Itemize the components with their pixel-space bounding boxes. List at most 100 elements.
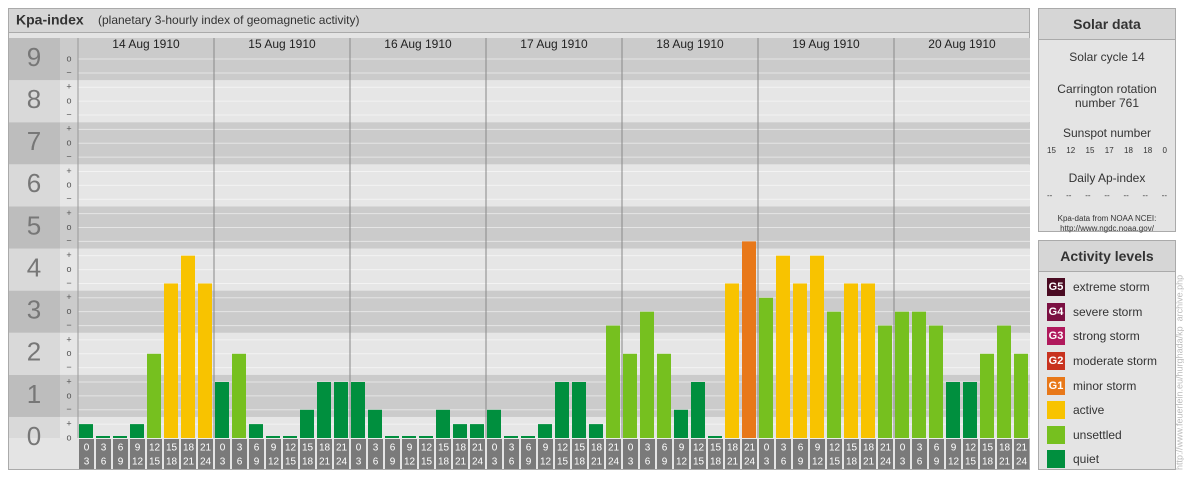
x-tick-label: 21: [319, 457, 331, 468]
x-tick-box: [742, 439, 757, 469]
bar: [300, 409, 314, 438]
x-tick-label: 12: [268, 457, 280, 468]
y-tick-label: o: [66, 180, 71, 190]
x-tick-label: 18: [982, 457, 994, 468]
bar: [470, 424, 484, 438]
sunspot-label: Sunspot number: [1062, 126, 1152, 140]
x-tick-label: 9: [798, 457, 804, 468]
chart-title: Kpa-index: [16, 12, 84, 28]
x-tick-label: 6: [118, 443, 124, 454]
bar: [232, 353, 246, 438]
x-tick-label: 12: [693, 443, 705, 454]
activity-title: Activity levels: [1039, 241, 1175, 272]
x-tick-label: 3: [356, 457, 362, 468]
x-tick-box: [776, 439, 791, 469]
sunspot: 12: [1066, 146, 1076, 155]
y-level-label: 2: [27, 337, 41, 367]
bar: [742, 241, 756, 438]
ap-value: --: [1066, 191, 1072, 200]
x-tick-box: [691, 439, 706, 469]
x-tick-label: 15: [166, 443, 178, 454]
x-tick-label: 21: [591, 457, 603, 468]
level-label-band: [9, 164, 60, 207]
x-tick-label: 24: [744, 457, 756, 468]
x-tick-box: [810, 439, 825, 469]
carrington-value: 761: [1119, 96, 1140, 110]
x-tick-label: 15: [693, 457, 705, 468]
legend-label: moderate storm: [1073, 354, 1158, 369]
x-tick-label: 12: [421, 443, 433, 454]
sunspot: 18: [1124, 146, 1133, 155]
level-label-band: [9, 290, 60, 333]
x-tick-box: [759, 439, 774, 469]
x-tick-label: 15: [421, 457, 433, 468]
x-tick-box: [79, 439, 94, 469]
ap-values: -- -- -- -- -- -- --: [1039, 191, 1175, 200]
x-tick-box: [504, 439, 519, 469]
bar: [589, 424, 603, 438]
x-tick-box: [283, 439, 298, 469]
legend-swatch: G1: [1047, 376, 1065, 395]
x-tick-label: 6: [526, 443, 532, 454]
x-tick-box: [470, 439, 485, 469]
source-url: http://www.ngdc.noaa.gov/: [1060, 224, 1154, 233]
x-tick-box: [317, 439, 332, 469]
x-tick-box: [793, 439, 808, 469]
y-tick-label: −: [66, 404, 71, 414]
source: Kpa-data from NOAA NCEI: http://www.ngdc.…: [1039, 214, 1175, 234]
plot: 0123456789o+−o+−o+−o+−o+−o+−o+−o+−o+−o14…: [9, 37, 1030, 469]
y-tick-label: −: [66, 236, 71, 246]
x-tick-box: [164, 439, 179, 469]
bar: [640, 311, 654, 438]
bar: [980, 353, 994, 438]
x-tick-label: 6: [645, 457, 651, 468]
x-tick-label: 21: [727, 457, 739, 468]
x-tick-box: [249, 439, 264, 469]
x-tick-box: [708, 439, 723, 469]
bar: [538, 424, 552, 438]
bar: [997, 325, 1011, 438]
x-tick-label: 24: [608, 457, 620, 468]
x-tick-label: 21: [744, 443, 756, 454]
x-tick-label: 18: [183, 443, 195, 454]
x-tick-label: 21: [455, 457, 467, 468]
bar: [1014, 353, 1028, 438]
y-tick-label: +: [66, 166, 71, 176]
bar: [963, 382, 977, 438]
x-tick-label: 15: [302, 443, 314, 454]
legend-swatch: G4: [1047, 302, 1065, 321]
sunspot: 18: [1143, 146, 1153, 155]
legend-label: unsettled: [1073, 427, 1122, 442]
legend-label: extreme storm: [1073, 280, 1150, 295]
x-tick-box: [895, 439, 910, 469]
x-tick-label: 6: [798, 443, 804, 454]
bar: [385, 436, 399, 438]
bar: [113, 436, 127, 438]
sunspot: 17: [1104, 146, 1114, 155]
y-level-label: 9: [27, 42, 41, 72]
bar: [572, 382, 586, 438]
bar: [606, 325, 620, 438]
x-tick-box: [147, 439, 162, 469]
x-tick-label: 15: [574, 443, 586, 454]
x-tick-label: 9: [526, 457, 532, 468]
legend-item: unsettled: [1039, 423, 1175, 448]
solar-panel: Solar data Solar cycle 14 Carrington rot…: [1038, 8, 1176, 234]
legend-item: G3 strong storm: [1039, 324, 1175, 349]
x-tick-label: 18: [166, 457, 178, 468]
x-tick-label: 3: [373, 443, 379, 454]
x-tick-box: [878, 439, 893, 469]
source-label: Kpa-data from NOAA NCEI:: [1057, 214, 1157, 223]
legend-swatch: [1047, 401, 1065, 420]
legend-label: strong storm: [1073, 329, 1140, 344]
bar: [623, 353, 637, 438]
y-level-label: 4: [27, 252, 41, 282]
bar: [776, 255, 790, 438]
x-tick-label: 6: [101, 457, 107, 468]
x-tick-label: 9: [118, 457, 124, 468]
y-tick-label: −: [66, 152, 71, 162]
cycle-value: 14: [1131, 50, 1145, 64]
x-tick-label: 15: [557, 457, 569, 468]
legend: G5 extreme storm G4 severe storm G3 strong st…: [1039, 272, 1175, 472]
x-tick-label: 18: [438, 457, 450, 468]
